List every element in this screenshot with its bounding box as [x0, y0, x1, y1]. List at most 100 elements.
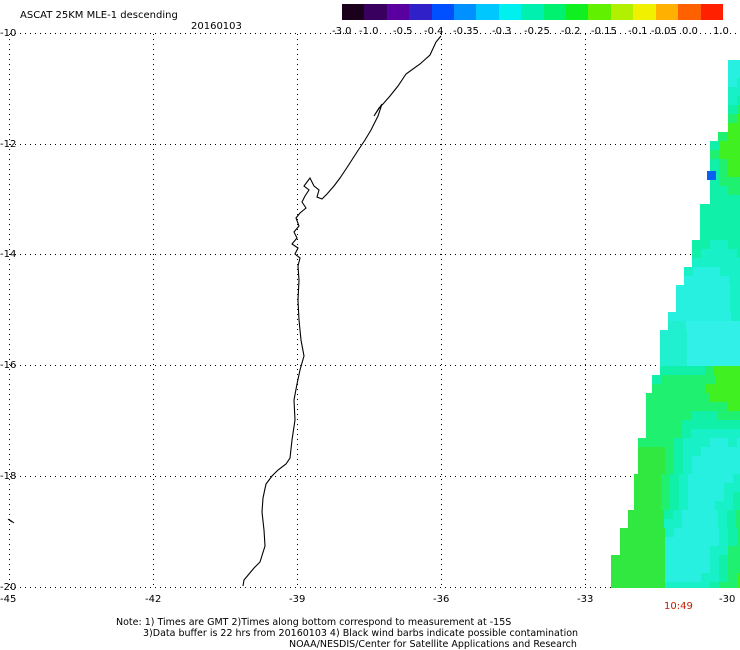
swath-cell: [737, 69, 740, 78]
swath-cell: [710, 150, 719, 159]
swath-cell: [687, 330, 696, 339]
swath-cell: [715, 492, 724, 501]
swath-cell: [718, 519, 727, 528]
swath-cell: [710, 528, 719, 537]
swath-cell: [674, 447, 683, 456]
swath-cell: [737, 186, 740, 195]
swath-cell: [729, 267, 738, 276]
swath-cell: [719, 582, 728, 588]
swath-cell: [656, 438, 665, 447]
swath-cell: [727, 420, 736, 429]
swath-cell: [687, 357, 696, 366]
swath-cell: [674, 438, 683, 447]
swath-cell: [683, 573, 692, 582]
swath-cell: [728, 249, 737, 258]
lat-label: -12: [0, 139, 17, 150]
swath-cell: [730, 303, 739, 312]
swath-cell: [701, 438, 710, 447]
swath-cell: [715, 474, 724, 483]
swath-cell: [736, 132, 740, 141]
swath-cell: [709, 222, 718, 231]
swath-cell: [670, 492, 679, 501]
swath-cell: [700, 519, 709, 528]
swath-cell: [620, 564, 629, 573]
colorbar-segment: [543, 4, 567, 20]
swath-cell: [687, 339, 696, 348]
swath-cell: [678, 348, 687, 357]
swath-cell: [701, 582, 710, 588]
swath-cell: [710, 582, 719, 588]
swath-cell: [737, 177, 740, 186]
swath-cell: [736, 222, 740, 231]
swath-cell: [684, 267, 693, 276]
swath-cell: [724, 501, 733, 510]
colorbar-label: 0.0: [682, 26, 698, 37]
colorbar-label: -0.25: [524, 26, 550, 37]
colorbar-segment: [655, 4, 679, 20]
swath-cell: [728, 438, 737, 447]
swath-cell: [727, 204, 736, 213]
lat-label: -16: [0, 360, 17, 371]
swath-cell: [706, 384, 715, 393]
swath-cell: [665, 573, 674, 582]
swath-cell: [719, 438, 728, 447]
swath-cell: [628, 510, 637, 519]
swath-cell: [646, 393, 655, 402]
swath-cell: [700, 213, 709, 222]
swath-cell: [706, 375, 715, 384]
swath-cell: [737, 87, 740, 96]
note-line-2: 3)Data buffer is 22 hrs from 20160103 4)…: [143, 628, 579, 639]
swath-cell: [721, 285, 730, 294]
swath-cell: [691, 402, 700, 411]
swath-cell: [688, 492, 697, 501]
swath-cell: [736, 411, 740, 420]
swath-cell: [737, 546, 740, 555]
swath-cell: [719, 177, 728, 186]
swath-cell: [660, 330, 669, 339]
swath-cell: [683, 564, 692, 573]
swath-cell: [711, 267, 720, 276]
swath-cell: [673, 420, 682, 429]
swath-cell: [692, 240, 701, 249]
swath-cell: [728, 186, 737, 195]
swath-cell: [638, 537, 647, 546]
swath-cell: [683, 438, 692, 447]
swath-cell: [665, 537, 674, 546]
swath-cell: [737, 582, 740, 588]
swath-cell: [710, 159, 719, 168]
swath-cell: [652, 375, 661, 384]
swath-cell: [652, 483, 661, 492]
swath-cell: [723, 357, 732, 366]
colorbar-segment: [610, 4, 634, 20]
swath-cell: [697, 492, 706, 501]
swath-cell: [718, 132, 727, 141]
colorbar-segment: [588, 4, 611, 20]
swath-cell: [665, 564, 674, 573]
swath-cell: [710, 240, 719, 249]
swath-cell: [683, 582, 692, 588]
swath-cell: [718, 510, 727, 519]
swath-cell: [655, 402, 664, 411]
swath-cell: [638, 582, 647, 588]
swath-cell: [728, 150, 737, 159]
swath-cell: [715, 483, 724, 492]
swath-cell: [701, 258, 710, 267]
colorbar-segment: [566, 4, 589, 20]
lat-label: -18: [0, 471, 17, 482]
swath-cell: [682, 411, 691, 420]
swath-cell: [670, 474, 679, 483]
swath-cell: [611, 564, 620, 573]
swath-cell: [669, 339, 678, 348]
swath-cell: [701, 564, 710, 573]
swath-cell: [701, 546, 710, 555]
swath-cell: [661, 375, 670, 384]
swath-cell: [700, 411, 709, 420]
swath-cell: [703, 303, 712, 312]
swath-cell: [722, 312, 731, 321]
swath-cell: [712, 303, 721, 312]
swath-cell: [714, 357, 723, 366]
swath-cell: [694, 294, 703, 303]
swath-cell: [700, 222, 709, 231]
swath-cell: [692, 537, 701, 546]
swath-time-label: 10:49: [664, 601, 693, 612]
